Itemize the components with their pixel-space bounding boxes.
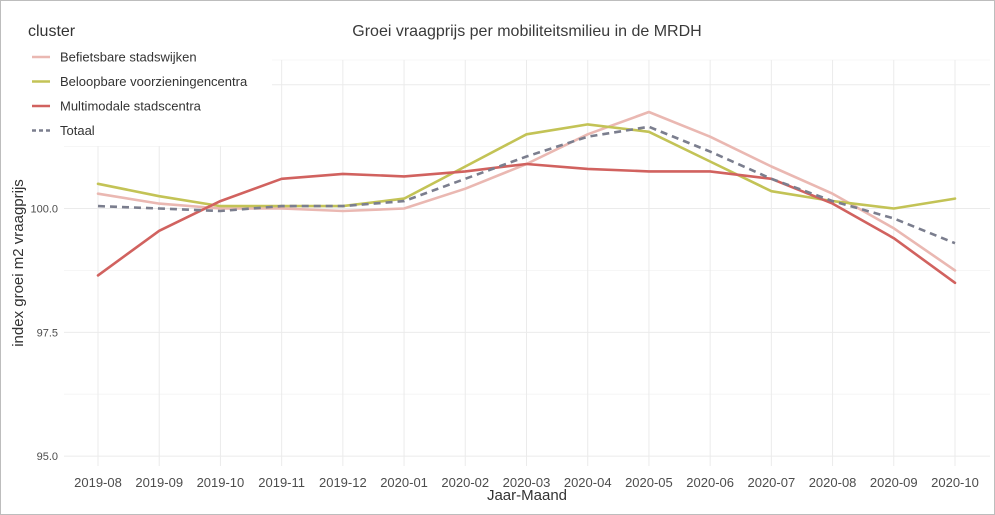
series-line-2	[96, 162, 957, 285]
legend-label-0: Befietsbare stadswijken	[60, 50, 197, 65]
x-tick-label: 2019-12	[319, 475, 367, 490]
x-tick-label: 2020-04	[564, 475, 612, 490]
x-tick-label: 2019-10	[197, 475, 245, 490]
series-line-1	[96, 123, 957, 210]
chart-title: Groei vraagprijs per mobiliteitsmilieu i…	[352, 23, 701, 40]
x-tick-label: 2020-07	[747, 475, 795, 490]
legend-title: cluster	[28, 23, 76, 40]
x-tick-label: 2020-03	[503, 475, 551, 490]
x-tick-label: 2019-11	[258, 475, 305, 490]
legend: cluster Befietsbare stadswijken Beloopbar…	[22, 16, 272, 146]
legend-label-3: Totaal	[60, 123, 95, 138]
x-tick-label: 2020-02	[441, 475, 489, 490]
series-line-3	[97, 125, 956, 245]
y-tick-label: 97.5	[37, 327, 58, 339]
x-tick-label: 2019-08	[74, 475, 122, 490]
x-tick-label: 2020-09	[870, 475, 918, 490]
x-tick-label: 2020-06	[686, 475, 734, 490]
x-tick-label: 2020-10	[931, 475, 979, 490]
y-tick-label: 100.0	[30, 204, 58, 216]
series-lines	[96, 110, 957, 285]
x-axis-title: Jaar-Maand	[487, 487, 567, 504]
legend-items: Befietsbare stadswijken Beloopbare voorzi…	[32, 50, 248, 138]
x-tick-label: 2020-01	[380, 475, 428, 490]
y-axis-title: index groei m2 vraagprijs	[10, 179, 27, 347]
x-tick-label: 2019-09	[135, 475, 183, 490]
legend-label-2: Multimodale stadscentra	[60, 99, 202, 114]
axes: 95.097.5100.0102.52019-082019-092019-102…	[30, 80, 978, 490]
legend-background	[22, 16, 272, 146]
legend-label-1: Beloopbare voorzieningencentra	[60, 74, 248, 89]
x-tick-label: 2020-08	[809, 475, 857, 490]
x-tick-label: 2020-05	[625, 475, 673, 490]
y-tick-label: 95.0	[37, 451, 58, 463]
